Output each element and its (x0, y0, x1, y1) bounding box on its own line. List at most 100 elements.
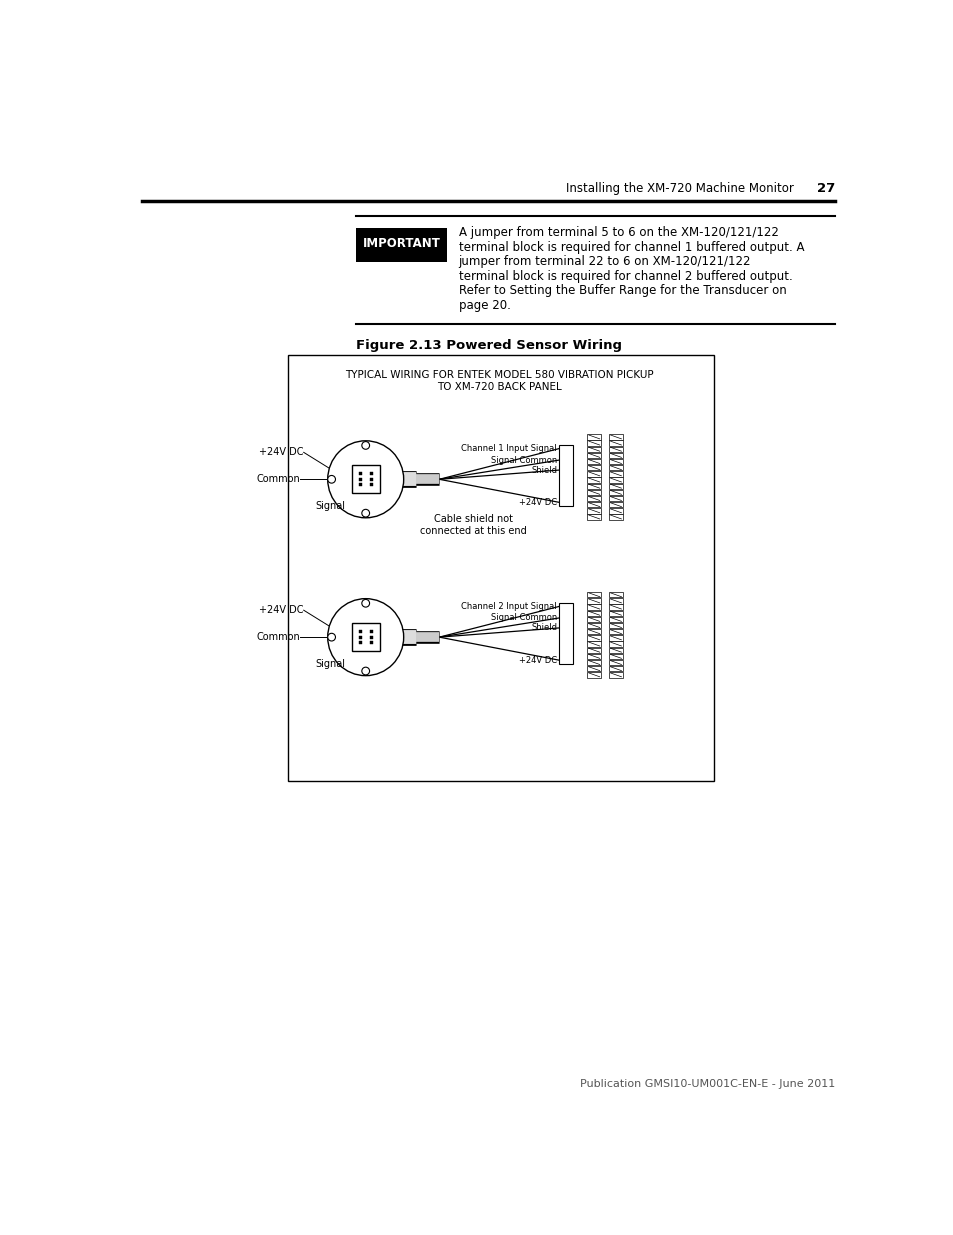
Bar (558, 603, 573, 664)
Text: Channel 1 Input Signal: Channel 1 Input Signal (461, 445, 557, 453)
Bar (608, 447, 622, 452)
Bar (608, 666, 622, 672)
Bar (358, 641, 361, 645)
Text: 23: 23 (559, 499, 569, 505)
Text: jumper from terminal 22 to 6 on XM-120/121/122: jumper from terminal 22 to 6 on XM-120/1… (458, 256, 750, 268)
Bar (608, 598, 622, 604)
Circle shape (361, 599, 369, 608)
Text: terminal block is required for channel 1 buffered output. A: terminal block is required for channel 1… (458, 241, 803, 253)
Text: Shield: Shield (531, 466, 557, 474)
Bar (608, 672, 622, 678)
Bar (587, 653, 600, 659)
Bar (608, 604, 622, 610)
Text: 20: 20 (559, 604, 569, 609)
Ellipse shape (328, 441, 403, 517)
Bar (587, 478, 600, 483)
Bar (587, 490, 600, 495)
Text: Signal Common: Signal Common (491, 456, 557, 464)
Bar (587, 441, 600, 446)
Bar (608, 592, 622, 598)
Circle shape (328, 634, 335, 641)
Bar (587, 622, 600, 629)
Text: 22: 22 (559, 625, 568, 631)
Text: 19: 19 (559, 467, 569, 473)
Bar (352, 466, 379, 493)
Circle shape (361, 509, 369, 517)
Bar (587, 666, 600, 672)
Text: 17: 17 (559, 446, 569, 452)
Text: 18: 18 (559, 457, 569, 463)
Bar (587, 604, 600, 610)
Bar (587, 629, 600, 635)
Bar (587, 472, 600, 477)
Text: +24V DC: +24V DC (518, 498, 557, 506)
Bar (358, 483, 361, 487)
Bar (587, 672, 600, 678)
Bar (608, 478, 622, 483)
Bar (608, 616, 622, 622)
Bar (587, 508, 600, 514)
Text: Common: Common (255, 474, 299, 484)
Bar (369, 472, 373, 475)
Bar (587, 484, 600, 489)
Bar (608, 647, 622, 653)
Bar (608, 635, 622, 641)
Bar (587, 659, 600, 666)
Text: Channel 2 Input Signal: Channel 2 Input Signal (461, 601, 557, 611)
Bar (587, 635, 600, 641)
Bar (358, 630, 361, 634)
Bar (608, 472, 622, 477)
Text: Signal: Signal (315, 659, 345, 669)
Bar (608, 435, 622, 440)
Bar (587, 459, 600, 464)
Bar (587, 592, 600, 598)
Text: A jumper from terminal 5 to 6 on the XM-120/121/122: A jumper from terminal 5 to 6 on the XM-… (458, 226, 778, 238)
Bar (608, 466, 622, 471)
Text: Shield: Shield (531, 624, 557, 632)
Text: Common: Common (255, 632, 299, 642)
Bar (608, 490, 622, 495)
Bar (608, 501, 622, 508)
Bar (587, 616, 600, 622)
Text: +24V DC: +24V DC (518, 656, 557, 664)
Text: TYPICAL WIRING FOR ENTEK MODEL 580 VIBRATION PICKUP: TYPICAL WIRING FOR ENTEK MODEL 580 VIBRA… (344, 370, 653, 380)
Bar (358, 478, 361, 480)
Bar (587, 466, 600, 471)
Text: TO XM-720 BACK PANEL: TO XM-720 BACK PANEL (436, 383, 560, 393)
Text: terminal block is required for channel 2 buffered output.: terminal block is required for channel 2… (458, 270, 792, 283)
Bar (608, 659, 622, 666)
Bar (587, 501, 600, 508)
Ellipse shape (328, 599, 403, 676)
Bar (587, 610, 600, 616)
Text: 27: 27 (816, 182, 835, 195)
Bar (288, 354, 714, 782)
Text: Signal Common: Signal Common (491, 614, 557, 622)
Text: +24V DC: +24V DC (259, 447, 303, 457)
Bar (608, 622, 622, 629)
Bar (369, 630, 373, 634)
Circle shape (361, 442, 369, 450)
Bar (608, 653, 622, 659)
Bar (358, 636, 361, 638)
Bar (587, 447, 600, 452)
Bar (608, 610, 622, 616)
Text: Signal: Signal (315, 501, 345, 511)
Bar (608, 484, 622, 489)
Bar (608, 508, 622, 514)
Bar (587, 598, 600, 604)
Bar (608, 453, 622, 458)
Text: Publication GMSI10-UM001C-EN-E - June 2011: Publication GMSI10-UM001C-EN-E - June 20… (579, 1078, 835, 1089)
Text: Cable shield not
connected at this end: Cable shield not connected at this end (419, 514, 526, 536)
Bar (558, 445, 573, 506)
Text: 21: 21 (559, 615, 569, 621)
Text: Installing the XM-720 Machine Monitor: Installing the XM-720 Machine Monitor (565, 182, 793, 195)
Bar (587, 647, 600, 653)
Bar (587, 453, 600, 458)
Bar (369, 478, 373, 480)
Circle shape (328, 475, 335, 483)
Text: IMPORTANT: IMPORTANT (362, 237, 440, 251)
Text: 23: 23 (559, 657, 569, 663)
Bar (358, 472, 361, 475)
Bar (355, 228, 447, 262)
Bar (369, 641, 373, 645)
